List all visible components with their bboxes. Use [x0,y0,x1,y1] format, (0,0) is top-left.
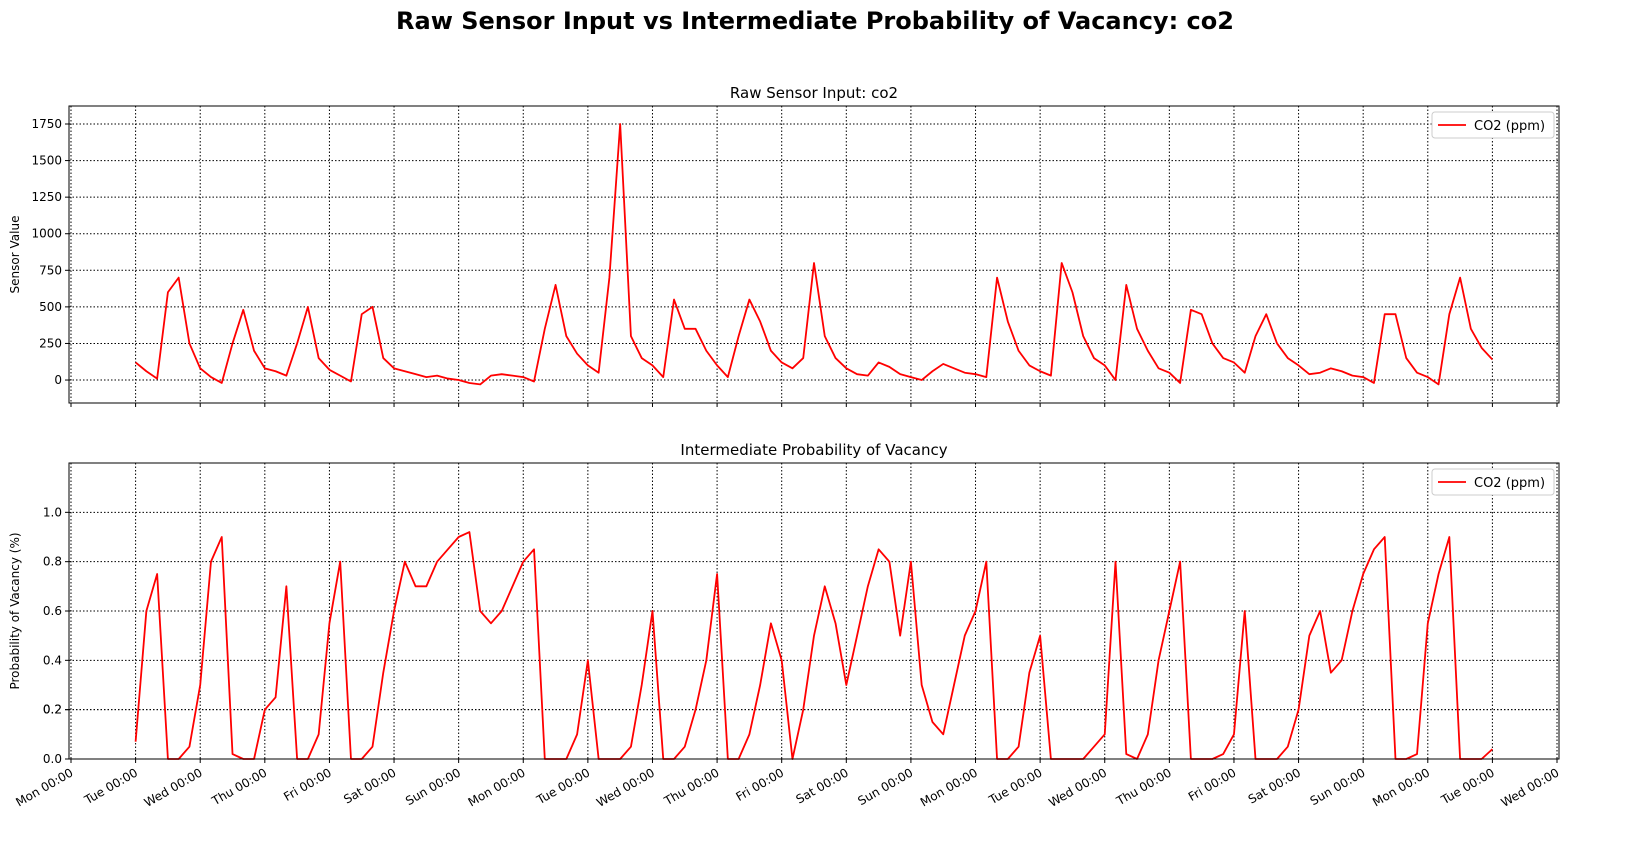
x-tick-label: Sat 00:00 [341,765,398,806]
x-tick-label: Mon 00:00 [1370,765,1432,809]
y-tick-label: 1750 [31,117,62,131]
x-tick-label: Fri 00:00 [281,765,334,803]
legend-box [1431,111,1555,139]
y-tick-label: 0 [54,373,62,387]
data-line [134,531,1494,760]
x-tick-label: Tue 00:00 [533,765,592,807]
axes-title: Intermediate Probability of Vacancy [680,441,947,459]
x-tick-label: Sun 00:00 [1308,765,1368,808]
legend-label: CO2 (ppm) [1474,476,1545,491]
y-tick-label: 0.0 [43,752,62,766]
y-tick-label: 0.2 [43,703,62,717]
axes-frame [68,462,1560,760]
figure-title: Raw Sensor Input vs Intermediate Probabi… [396,7,1234,35]
y-tick-label: 1500 [31,154,62,168]
y-tick-label: 750 [39,263,62,277]
y-tick-label: 0.2 [43,703,62,717]
x-tick-label: Sun 00:00 [855,765,915,808]
y-tick-label: 500 [39,300,62,314]
y-tick-label: 0.6 [43,604,62,618]
x-tick-label: Sat 00:00 [1246,765,1303,806]
y-tick-label: 1250 [31,190,62,204]
x-tick-label: Fri 00:00 [1186,765,1239,803]
x-tick-label: Tue 00:00 [986,765,1045,807]
x-tick-label: Sat 00:00 [794,765,851,806]
y-tick-label: 0.8 [43,555,62,569]
y-axis-label: Sensor Value [8,216,22,294]
y-tick-label: 0.4 [43,653,62,667]
data-line [135,123,1494,386]
x-tick-label: Wed 00:00 [142,765,205,809]
x-tick-label: Mon 00:00 [918,765,980,809]
legend-label: CO2 (ppm) [1474,119,1545,134]
x-tick-label: Wed 00:00 [1499,765,1562,809]
x-tick-label: Fri 00:00 [734,765,787,803]
y-tick-label: 1.0 [43,505,62,519]
y-axis-label: Probability of Vacancy (%) [8,532,22,689]
axes-frame [68,105,1560,404]
legend-box [1431,468,1555,496]
x-tick-label: Wed 00:00 [1046,765,1109,809]
x-tick-label: Mon 00:00 [466,765,528,809]
x-tick-label: Wed 00:00 [594,765,657,809]
x-tick-label: Mon 00:00 [13,765,75,809]
x-tick-label: Tue 00:00 [81,765,140,807]
x-tick-label: Thu 00:00 [1113,765,1174,808]
x-tick-label: Tue 00:00 [1438,765,1497,807]
axes-title: Raw Sensor Input: co2 [730,84,898,102]
y-tick-label: 250 [39,336,62,350]
x-tick-label: Thu 00:00 [209,765,270,808]
y-tick-label: 1000 [31,227,62,241]
x-tick-label: Thu 00:00 [661,765,722,808]
x-tick-label: Sun 00:00 [403,765,463,808]
